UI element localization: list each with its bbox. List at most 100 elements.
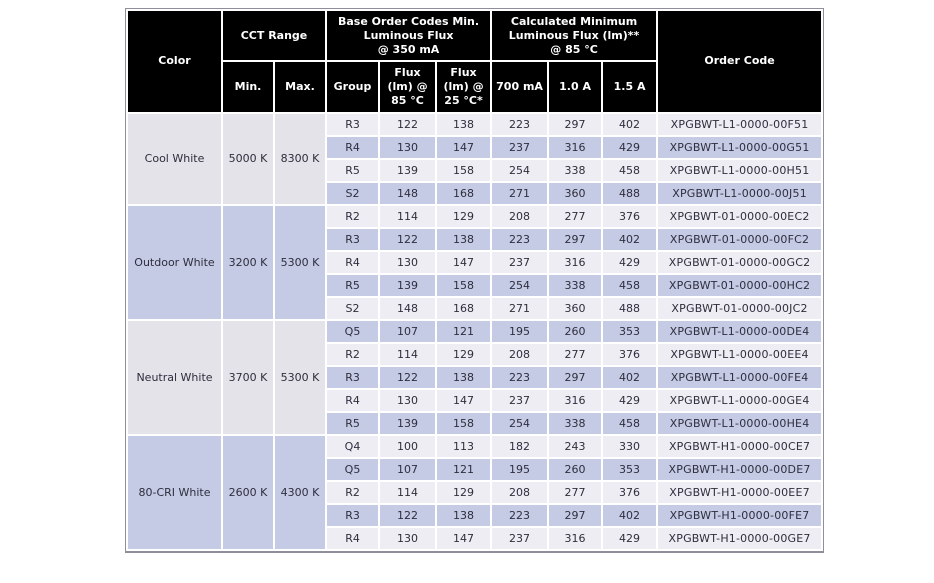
table-row: Neutral White 3700 K 5300 K Q5 107 121 195 260 3…	[128, 320, 822, 434]
flux-700ma-cell: 223	[492, 504, 548, 526]
col-header-cct-max: Max.	[275, 62, 326, 112]
flux-1a-cell: 338	[549, 412, 602, 434]
flux-25c-cell: 158	[437, 412, 491, 434]
table-row: Cool White 5000 K 8300 K R3 122 138 223 297 402 X…	[128, 113, 822, 204]
table-row: Outdoor White 3200 K 5300 K R2 114 129 208 277 3…	[128, 205, 822, 319]
flux-15a-cell: 429	[603, 389, 657, 411]
table-row: R3 122 138 223 297 402 XPGBWT-H1-0000-00FE7	[128, 504, 822, 526]
flux-1a-cell: 297	[549, 366, 602, 388]
table-row: R2 114 129 208 277 376 XPGBWT-L1-0000-00EE4	[128, 343, 822, 365]
flux-25c-cell: 158	[437, 274, 491, 296]
flux-85c-cell: 114	[380, 343, 436, 365]
flux-700ma-cell: 254	[492, 159, 548, 181]
flux-700ma-cell: 271	[492, 297, 548, 319]
flux-700ma-cell: 254	[492, 274, 548, 296]
flux-15a-cell: 376	[603, 481, 657, 503]
order-code-cell: XPGBWT-L1-0000-00G51	[658, 136, 822, 158]
flux-85c-cell: 148	[380, 182, 436, 204]
flux-700ma-cell: 208	[492, 481, 548, 503]
flux-1a-cell: 277	[549, 481, 602, 503]
flux-1a-cell: 316	[549, 136, 602, 158]
order-code-cell: XPGBWT-L1-0000-00H51	[658, 159, 822, 181]
col-header-base-order-codes: Base Order Codes Min. Luminous Flux @ 35…	[327, 11, 491, 61]
flux-700ma-cell: 271	[492, 182, 548, 204]
flux-700ma-cell: 237	[492, 136, 548, 158]
cct-max-cell: 5300 K	[275, 320, 326, 434]
flux-700ma-cell: 237	[492, 527, 548, 549]
flux-15a-cell: 488	[603, 297, 657, 319]
order-code-cell: XPGBWT-L1-0000-00GE4	[658, 389, 822, 411]
flux-25c-cell: 147	[437, 389, 491, 411]
color-group-cell: Neutral White	[128, 320, 221, 434]
order-code-cell: XPGBWT-H1-0000-00GE7	[658, 527, 822, 549]
flux-85c-cell: 114	[380, 481, 436, 503]
col-header-flux-85c: Flux (lm) @ 85 °C	[380, 62, 436, 112]
flux-1a-cell: 297	[549, 113, 602, 135]
flux-25c-cell: 138	[437, 366, 491, 388]
flux-85c-cell: 139	[380, 159, 436, 181]
group-cell: S2	[327, 297, 379, 319]
flux-25c-cell: 121	[437, 458, 491, 480]
flux-700ma-cell: 254	[492, 412, 548, 434]
order-code-cell: XPGBWT-L1-0000-00J51	[658, 182, 822, 204]
group-cell: R3	[327, 504, 379, 526]
group-cell: R2	[327, 205, 379, 227]
group-cell: R5	[327, 412, 379, 434]
cct-max-cell: 5300 K	[275, 205, 326, 319]
flux-1a-cell: 316	[549, 389, 602, 411]
flux-85c-cell: 122	[380, 366, 436, 388]
flux-25c-cell: 147	[437, 251, 491, 273]
col-header-calculated-minimum: Calculated Minimum Luminous Flux (lm)** …	[492, 11, 657, 61]
group-cell: R4	[327, 251, 379, 273]
table-row: Q5 107 121 195 260 353 XPGBWT-H1-0000-00DE7	[128, 458, 822, 480]
group-cell: Q4	[327, 435, 379, 457]
flux-15a-cell: 402	[603, 366, 657, 388]
flux-85c-cell: 107	[380, 320, 436, 342]
flux-15a-cell: 458	[603, 159, 657, 181]
cct-min-cell: 5000 K	[223, 113, 273, 204]
flux-700ma-cell: 237	[492, 251, 548, 273]
flux-85c-cell: 139	[380, 412, 436, 434]
table-row: R5 139 158 254 338 458 XPGBWT-01-0000-00HC2	[128, 274, 822, 296]
flux-15a-cell: 376	[603, 343, 657, 365]
group-cell: R4	[327, 389, 379, 411]
flux-700ma-cell: 237	[492, 389, 548, 411]
table-row: R4 130 147 237 316 429 XPGBWT-L1-0000-00GE4	[128, 389, 822, 411]
group-cell: R5	[327, 159, 379, 181]
flux-85c-cell: 107	[380, 458, 436, 480]
cct-min-cell: 2600 K	[223, 435, 273, 549]
group-cell: R4	[327, 527, 379, 549]
group-cell: R5	[327, 274, 379, 296]
flux-85c-cell: 130	[380, 389, 436, 411]
flux-15a-cell: 330	[603, 435, 657, 457]
flux-1a-cell: 277	[549, 343, 602, 365]
color-group-cell: 80-CRI White	[128, 435, 221, 549]
flux-85c-cell: 148	[380, 297, 436, 319]
col-header-700ma: 700 mA	[492, 62, 548, 112]
flux-25c-cell: 168	[437, 182, 491, 204]
flux-700ma-cell: 208	[492, 205, 548, 227]
table-row: R4 130 147 237 316 429 XPGBWT-L1-0000-00G51	[128, 136, 822, 158]
col-header-group: Group	[327, 62, 379, 112]
flux-1a-cell: 297	[549, 228, 602, 250]
flux-15a-cell: 429	[603, 251, 657, 273]
table-row: S2 148 168 271 360 488 XPGBWT-01-0000-00JC2	[128, 297, 822, 319]
flux-15a-cell: 402	[603, 228, 657, 250]
flux-15a-cell: 353	[603, 320, 657, 342]
flux-1a-cell: 360	[549, 182, 602, 204]
flux-1a-cell: 316	[549, 251, 602, 273]
flux-25c-cell: 138	[437, 228, 491, 250]
group-cell: S2	[327, 182, 379, 204]
order-code-cell: XPGBWT-L1-0000-00FE4	[658, 366, 822, 388]
order-code-cell: XPGBWT-H1-0000-00EE7	[658, 481, 822, 503]
flux-1a-cell: 260	[549, 320, 602, 342]
flux-85c-cell: 100	[380, 435, 436, 457]
flux-15a-cell: 402	[603, 113, 657, 135]
order-code-cell: XPGBWT-01-0000-00EC2	[658, 205, 822, 227]
flux-25c-cell: 129	[437, 205, 491, 227]
flux-15a-cell: 429	[603, 527, 657, 549]
table-row: R3 122 138 223 297 402 XPGBWT-01-0000-00FC2	[128, 228, 822, 250]
table-row: R3 122 138 223 297 402 XPGBWT-L1-0000-00FE4	[128, 366, 822, 388]
table-row: R2 114 129 208 277 376 XPGBWT-H1-0000-00EE7	[128, 481, 822, 503]
flux-700ma-cell: 223	[492, 366, 548, 388]
